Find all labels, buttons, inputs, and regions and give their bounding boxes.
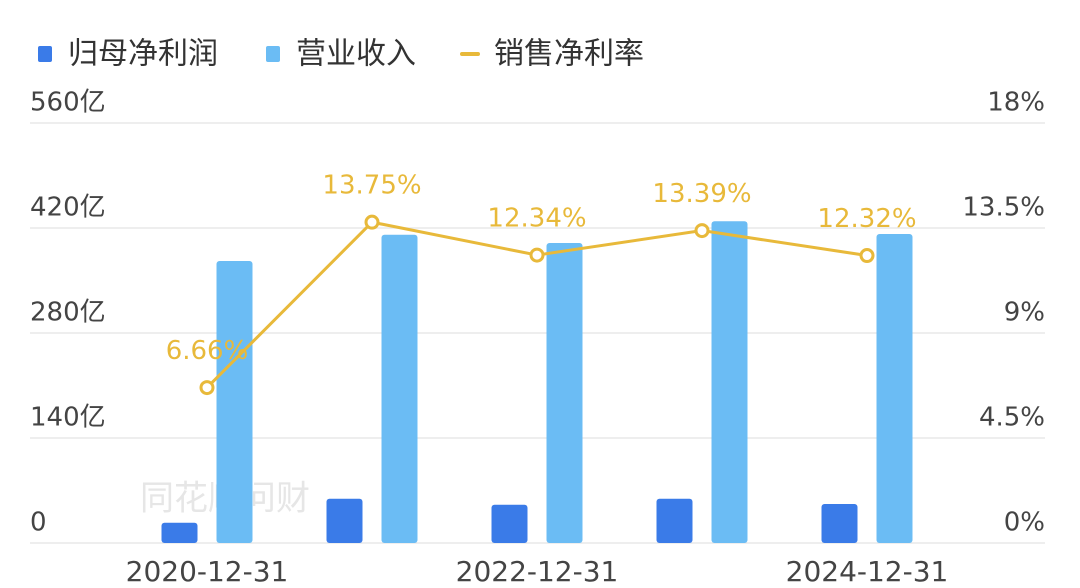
legend-swatch [38, 46, 52, 62]
line-point [529, 247, 545, 263]
line-point [859, 248, 875, 264]
line-point [364, 214, 380, 230]
legend-label: 销售净利率 [494, 37, 644, 72]
bar [161, 522, 198, 543]
line [205, 220, 868, 389]
legend-label: 归母净利润 [68, 37, 218, 72]
y2-tick-label: 18% [987, 88, 1045, 118]
y2-tick-label: 0% [1004, 508, 1045, 538]
line-point [694, 223, 710, 239]
data-label: 12.32% [817, 204, 916, 234]
data-label: 13.75% [322, 171, 421, 201]
x-tick-label: 2024-12-31 [786, 555, 949, 588]
bar [546, 243, 583, 543]
data-label: 6.66% [166, 336, 249, 366]
y-tick-label: 140亿 [30, 403, 106, 433]
bar [381, 234, 418, 543]
y-tick-label: 0 [30, 508, 47, 538]
y-tick-label: 420亿 [30, 193, 106, 223]
y2-tick-label: 9% [1004, 298, 1045, 328]
line-point [199, 380, 215, 396]
bar [326, 498, 363, 543]
legend-label: 营业收入 [296, 37, 416, 72]
y2-tick-label: 4.5% [979, 403, 1045, 433]
bar [876, 234, 913, 543]
x-tick-label: 2020-12-31 [126, 555, 289, 588]
bar [711, 221, 748, 543]
legend-swatch [266, 46, 280, 62]
bar [491, 504, 528, 543]
legend-swatch [460, 52, 480, 56]
y-tick-label: 280亿 [30, 298, 106, 328]
bar [821, 504, 858, 543]
data-label: 12.34% [487, 204, 586, 234]
y-tick-label: 560亿 [30, 88, 106, 118]
bar [656, 498, 693, 543]
data-label: 13.39% [652, 179, 751, 209]
x-tick-label: 2022-12-31 [456, 555, 619, 588]
y2-tick-label: 13.5% [962, 193, 1045, 223]
bar [216, 261, 253, 543]
